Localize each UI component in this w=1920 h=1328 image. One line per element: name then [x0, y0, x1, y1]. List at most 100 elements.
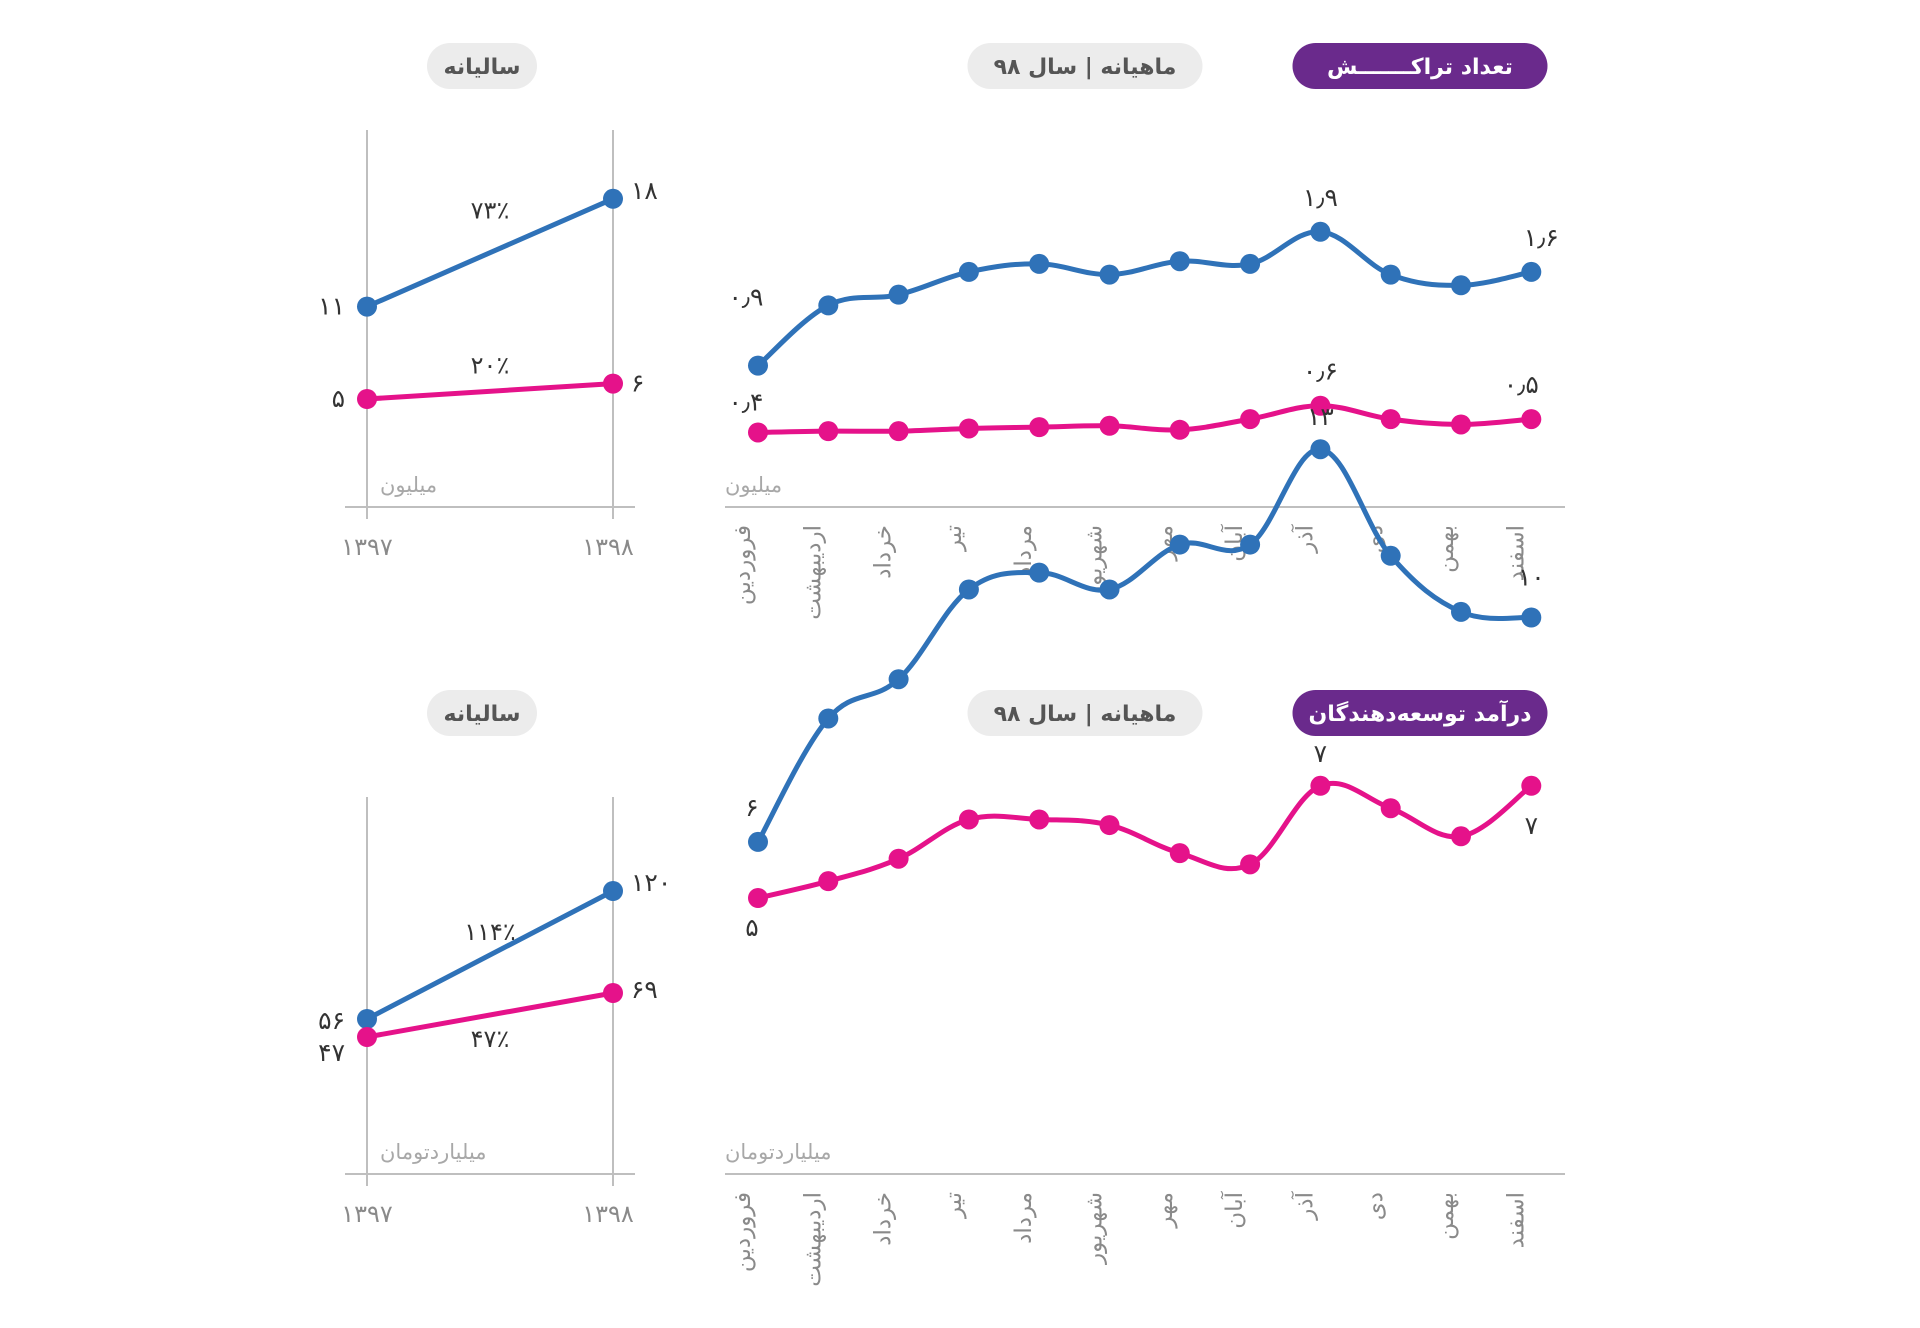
data-point-blue [958, 579, 979, 600]
data-point-blue [1451, 275, 1471, 296]
monthly-chart-0: تعداد تراکـــــــش ماهیانه | سال ۹۸ میلیون… [725, 43, 1565, 620]
data-point-pink [1521, 775, 1542, 796]
growth-label: ۷۳٪ [471, 197, 510, 225]
data-label: ۶ [745, 793, 758, 822]
y-unit-label: میلیاردتومان [725, 1140, 832, 1164]
data-point-blue [1380, 264, 1401, 285]
start-value-label: ۴۷ [318, 1038, 345, 1067]
data-point-pink [818, 871, 839, 892]
yearly-title-pill [427, 43, 537, 89]
growth-label: ۴۷٪ [471, 1025, 510, 1053]
monthly-chart-2: درآمد توسعه‌دهندگان ماهیانه | سال ۹۸ میلیا… [725, 402, 1565, 1287]
x-tick-label: فروردین [730, 1192, 756, 1272]
data-point-blue [888, 669, 909, 690]
start-value-label: ۵۶ [318, 1006, 345, 1035]
year-tick-label: ۱۳۹۸ [582, 533, 634, 561]
data-point-blue [357, 296, 377, 317]
x-tick-label: فروردین [730, 525, 756, 605]
data-label: ۱٫۹ [1303, 183, 1338, 212]
data-point-pink [1169, 843, 1190, 864]
data-point-pink [888, 421, 909, 442]
data-point-pink [1310, 775, 1331, 796]
chart-subtitle-pill [967, 690, 1203, 736]
data-point-blue [1029, 253, 1050, 274]
x-tick-label: آذر [1290, 1190, 1318, 1220]
chart-subtitle-label: ماهیانه | سال ۹۸ [994, 55, 1177, 80]
series-line-blue [755, 446, 1534, 845]
start-value-label: ۱۱ [318, 292, 345, 321]
y-unit-label: میلیون [725, 473, 782, 497]
yearly-chart-1: سالیانه میلیون ۱۳۹۷ ۱۳۹۸ ۱۱ ۱۸ ۷۳٪ ۵ ۶ ۲۰٪ [318, 43, 658, 561]
data-point-pink [1521, 409, 1542, 430]
data-point-pink [357, 389, 377, 409]
yearly-title-label: سالیانه [444, 702, 521, 727]
series-line-pink [755, 403, 1534, 435]
data-point-pink [1240, 409, 1261, 430]
data-label: ۰٫۵ [1504, 370, 1539, 399]
x-tick-label: تیر [941, 525, 967, 552]
x-tick-label: بهمن [1433, 1192, 1459, 1240]
data-point-pink [1029, 809, 1050, 830]
y-unit-label: میلیون [380, 473, 437, 497]
x-tick-label: اردیبهشت [800, 525, 826, 620]
yearly-chart-3: سالیانه میلیاردتومان ۱۳۹۷ ۱۳۹۸ ۵۶ ۱۲۰ ۱۱۴٪ ۴۷ ۶۹… [318, 690, 671, 1228]
data-point-pink [1029, 417, 1050, 438]
series-line-blue [365, 888, 615, 1022]
chart-subtitle-label: ماهیانه | سال ۹۸ [994, 702, 1177, 727]
data-point-pink [958, 418, 979, 439]
data-point-blue [1310, 439, 1331, 460]
data-label: ۰٫۴ [729, 387, 764, 416]
data-label: ۰٫۶ [1303, 357, 1338, 386]
data-point-pink [888, 848, 909, 869]
data-point-blue [603, 881, 623, 901]
growth-label: ۲۰٪ [471, 351, 510, 379]
data-point-pink [748, 888, 768, 908]
x-tick-label: آذر [1290, 523, 1318, 553]
end-value-label: ۱۲۰ [631, 868, 671, 897]
data-point-pink [1099, 815, 1120, 836]
data-point-blue [1310, 221, 1331, 242]
data-point-blue [1380, 545, 1401, 566]
chart-title-label: درآمد توسعه‌دهندگان [1309, 699, 1532, 727]
year-tick-label: ۱۳۹۸ [582, 1200, 634, 1228]
data-point-blue [1521, 261, 1542, 282]
x-tick-label: دی [1363, 1192, 1389, 1220]
data-point-blue [1099, 579, 1120, 600]
end-value-label: ۱۸ [631, 176, 658, 205]
data-point-pink [1310, 395, 1331, 416]
data-label: ۱۰ [1518, 563, 1545, 592]
x-tick-label: اسفند [1503, 1192, 1529, 1248]
data-label: ۱٫۶ [1524, 223, 1559, 252]
chart-subtitle-pill [967, 43, 1203, 89]
data-label: ۱۳ [1307, 402, 1334, 431]
x-tick-label: بهمن [1433, 525, 1459, 573]
x-tick-label: شهریور [1082, 1192, 1108, 1265]
chart-title-pill [1292, 43, 1548, 89]
data-point-blue [1240, 253, 1261, 274]
data-point-pink [357, 1027, 377, 1047]
data-label: ۷ [1314, 739, 1327, 768]
x-tick-label: خرداد [871, 525, 897, 579]
data-point-pink [1380, 409, 1401, 430]
yearly-title-label: سالیانه [444, 55, 521, 80]
start-value-label: ۵ [332, 384, 345, 413]
chart-title-pill [1292, 690, 1548, 736]
data-point-blue [603, 188, 623, 209]
x-tick-label: آبان [1220, 1190, 1248, 1228]
growth-label: ۱۱۴٪ [464, 918, 516, 946]
data-point-blue [748, 355, 768, 376]
yearly-title-pill [427, 690, 537, 736]
data-point-pink [1451, 414, 1471, 435]
data-point-blue [1169, 534, 1190, 555]
data-point-pink [1240, 854, 1261, 875]
data-point-blue [818, 708, 839, 729]
data-point-blue [1240, 534, 1261, 555]
data-point-pink [603, 373, 623, 394]
x-tick-label: اردیبهشت [800, 1192, 826, 1287]
data-point-blue [1521, 607, 1542, 628]
data-point-blue [1451, 601, 1471, 622]
data-point-pink [1380, 798, 1401, 819]
series-line-pink [366, 381, 614, 402]
data-point-pink [1451, 826, 1471, 847]
